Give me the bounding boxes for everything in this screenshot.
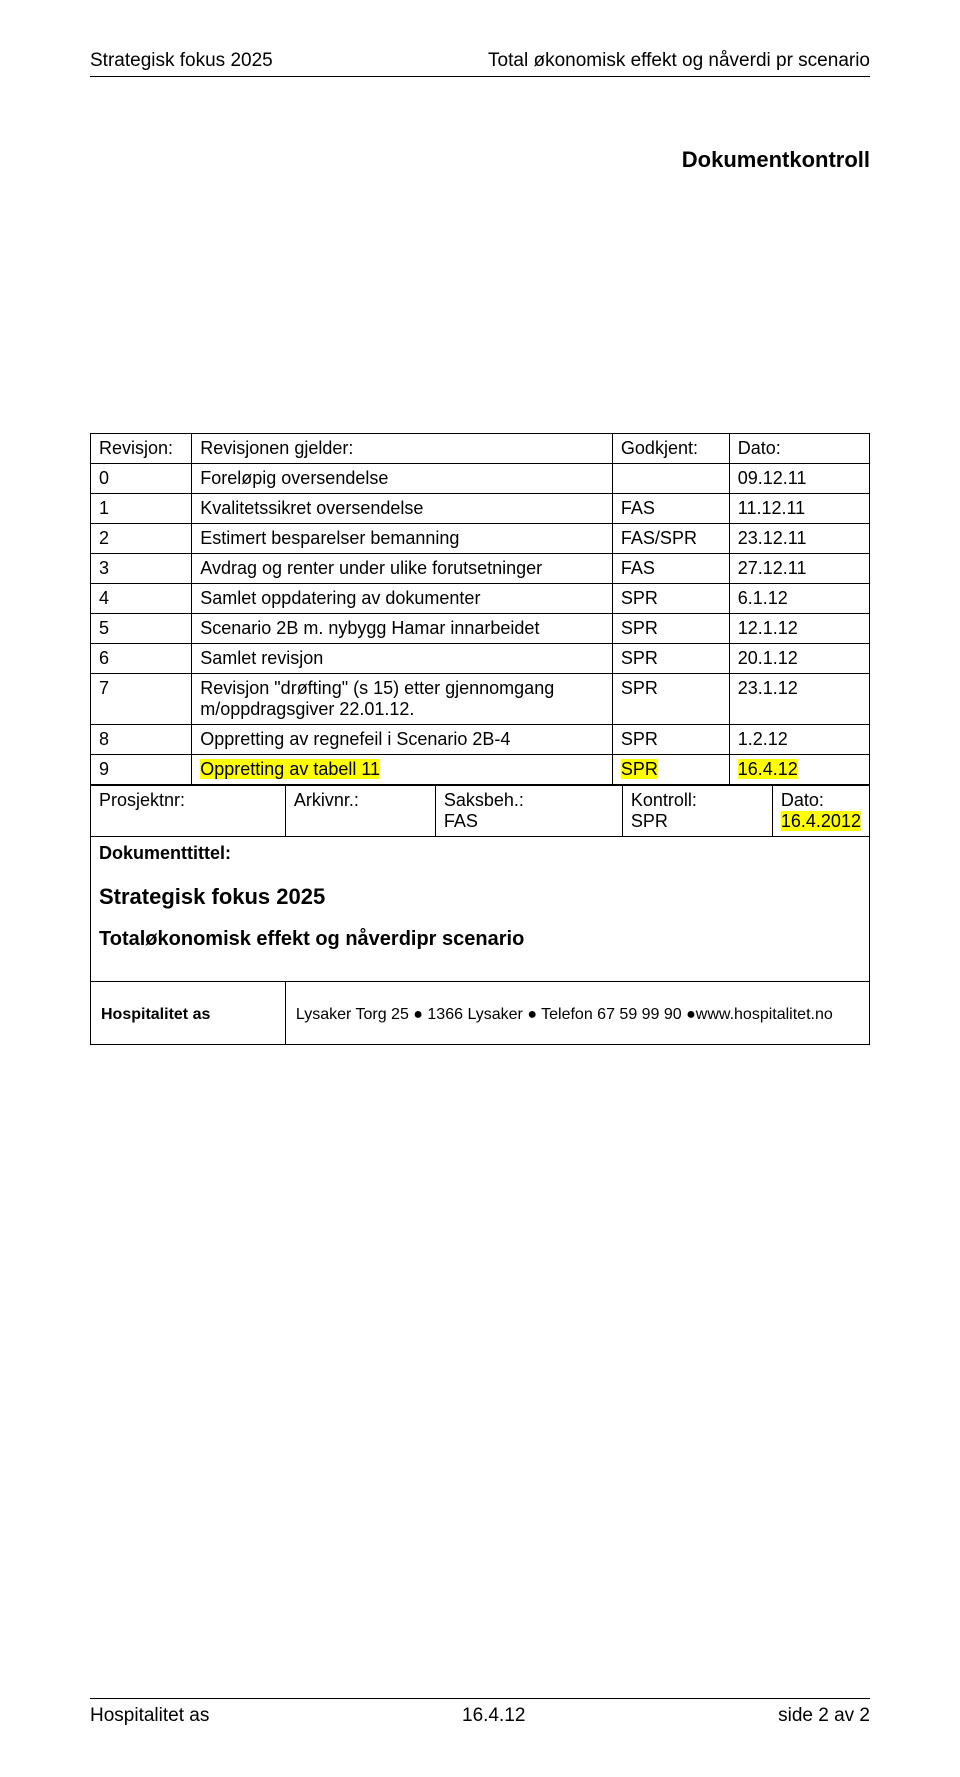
table-row: 7Revisjon "drøfting" (s 15) etter gjenno… [91,674,870,725]
table-cell: 0 [91,464,192,494]
table-cell: Revisjon "drøfting" (s 15) etter gjennom… [192,674,613,725]
table-cell: 3 [91,554,192,584]
prosjektnr-cell: Prosjektnr: [91,786,286,837]
table-cell: 20.1.12 [729,644,869,674]
table-cell: 6 [91,644,192,674]
header-left: Strategisk fokus 2025 [90,50,273,72]
table-row: 2Estimert besparelser bemanningFAS/SPR23… [91,524,870,554]
table-cell [612,464,729,494]
table-cell: SPR [612,674,729,725]
doc-title-label: Dokumenttittel: [99,843,861,864]
table-cell: 1 [91,494,192,524]
section-title: Dokumentkontroll [90,147,870,173]
table-header-row: Revisjon: Revisjonen gjelder: Godkjent: … [91,434,870,464]
footer-divider [90,1698,870,1699]
table-cell: SPR [612,584,729,614]
table-cell: Oppretting av tabell 11 [192,755,613,785]
table-cell: Scenario 2B m. nybygg Hamar innarbeidet [192,614,613,644]
table-row: 3Avdrag og renter under ulike forutsetni… [91,554,870,584]
table-cell: Samlet revisjon [192,644,613,674]
table-cell: 4 [91,584,192,614]
table-cell: 23.1.12 [729,674,869,725]
table-cell: FAS/SPR [612,524,729,554]
arkivnr-cell: Arkivnr.: [285,786,435,837]
table-cell: 12.1.12 [729,614,869,644]
arkivnr-label: Arkivnr.: [294,790,359,810]
table-cell: SPR [612,614,729,644]
table-cell: 11.12.11 [729,494,869,524]
prosjektnr-label: Prosjektnr: [99,790,185,810]
doc-title-row: Dokumenttittel: Strategisk fokus 2025 To… [91,837,870,982]
table-cell: 7 [91,674,192,725]
footer-left: Hospitalitet as [90,1705,209,1727]
table-cell: 16.4.12 [729,755,869,785]
col-godkjent: Godkjent: [612,434,729,464]
col-dato: Dato: [729,434,869,464]
hosp-name: Hospitalitet as [91,982,286,1045]
table-cell: FAS [612,494,729,524]
meta-labels-row: Prosjektnr: Arkivnr.: Saksbeh.: FAS Kont… [91,786,870,837]
table-row: 1Kvalitetssikret oversendelseFAS11.12.11 [91,494,870,524]
doc-title-1: Strategisk fokus 2025 [99,884,861,910]
table-cell: 1.2.12 [729,725,869,755]
hosp-addr: Lysaker Torg 25 ● 1366 Lysaker ● Telefon… [285,982,869,1045]
table-row: 6Samlet revisjonSPR20.1.12 [91,644,870,674]
footer-center: 16.4.12 [462,1705,525,1727]
saksbeh-cell: Saksbeh.: FAS [435,786,622,837]
table-cell: 09.12.11 [729,464,869,494]
col-revisjon: Revisjon: [91,434,192,464]
meta-table: Prosjektnr: Arkivnr.: Saksbeh.: FAS Kont… [90,785,870,1045]
table-cell: 6.1.12 [729,584,869,614]
dato-label: Dato: [781,790,824,810]
table-row: 5Scenario 2B m. nybygg Hamar innarbeidet… [91,614,870,644]
footer-right: side 2 av 2 [778,1705,870,1727]
table-row: 8Oppretting av regnefeil i Scenario 2B-4… [91,725,870,755]
table-cell: 23.12.11 [729,524,869,554]
table-cell: 9 [91,755,192,785]
header-divider [90,76,870,77]
dato-cell: Dato: 16.4.2012 [772,786,869,837]
table-cell: Foreløpig oversendelse [192,464,613,494]
doc-title-cell: Dokumenttittel: Strategisk fokus 2025 To… [91,837,870,982]
kontroll-value: SPR [631,811,668,831]
table-cell: 27.12.11 [729,554,869,584]
table-cell: SPR [612,755,729,785]
col-gjelder: Revisjonen gjelder: [192,434,613,464]
table-cell: SPR [612,725,729,755]
table-cell: FAS [612,554,729,584]
table-cell: Samlet oppdatering av dokumenter [192,584,613,614]
doc-title-2: Totaløkonomisk effekt og nåverdipr scena… [99,928,861,951]
saksbeh-label: Saksbeh.: [444,790,524,810]
table-cell: Estimert besparelser bemanning [192,524,613,554]
table-cell: Avdrag og renter under ulike forutsetnin… [192,554,613,584]
table-row: 9Oppretting av tabell 11SPR16.4.12 [91,755,870,785]
header-right: Total økonomisk effekt og nåverdi pr sce… [488,50,870,72]
table-cell: SPR [612,644,729,674]
table-cell: Kvalitetssikret oversendelse [192,494,613,524]
table-cell: 8 [91,725,192,755]
hospitality-row: Hospitalitet as Lysaker Torg 25 ● 1366 L… [91,982,870,1045]
table-cell: 2 [91,524,192,554]
table-cell: Oppretting av regnefeil i Scenario 2B-4 [192,725,613,755]
revision-table: Revisjon: Revisjonen gjelder: Godkjent: … [90,433,870,785]
page-footer: Hospitalitet as 16.4.12 side 2 av 2 [90,1698,870,1727]
kontroll-cell: Kontroll: SPR [622,786,772,837]
table-cell: 5 [91,614,192,644]
saksbeh-value: FAS [444,811,478,831]
dato-value: 16.4.2012 [781,811,861,831]
table-row: 0Foreløpig oversendelse 09.12.11 [91,464,870,494]
table-row: 4Samlet oppdatering av dokumenterSPR6.1.… [91,584,870,614]
kontroll-label: Kontroll: [631,790,697,810]
